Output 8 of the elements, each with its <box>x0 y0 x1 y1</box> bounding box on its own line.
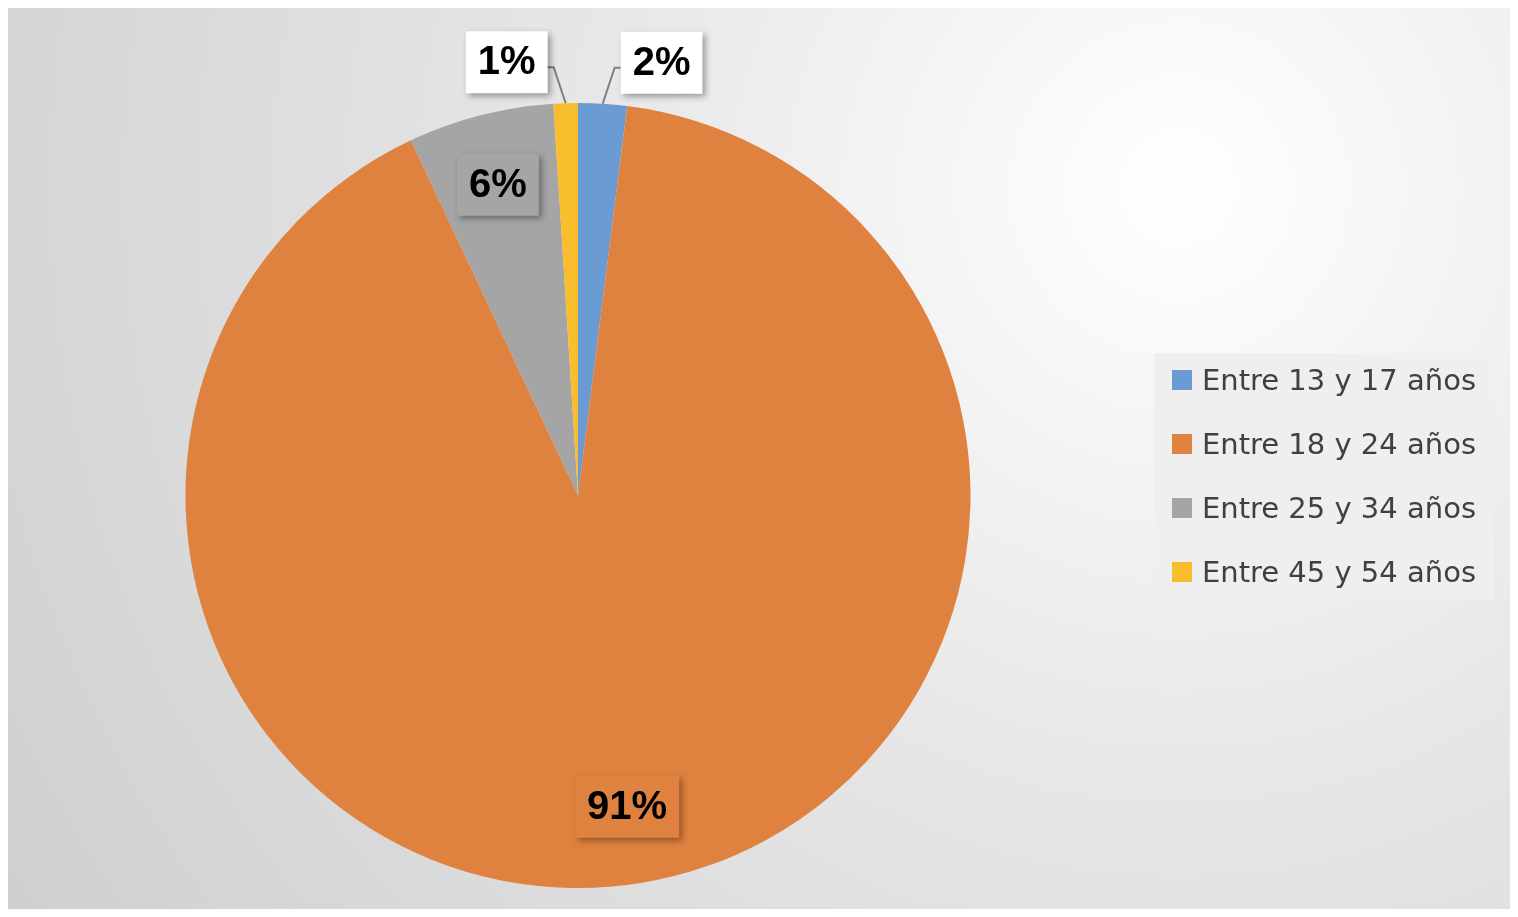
data-label: 6% <box>469 160 527 205</box>
data-label: 1% <box>477 38 536 83</box>
data-label: 91% <box>587 782 668 827</box>
legend-label: Entre 45 y 54 años <box>1201 555 1476 589</box>
legend-label: Entre 13 y 17 años <box>1201 363 1476 397</box>
legend-label: Entre 18 y 24 años <box>1201 427 1476 461</box>
data-label: 2% <box>632 38 691 83</box>
legend-label: Entre 25 y 34 años <box>1201 491 1476 525</box>
